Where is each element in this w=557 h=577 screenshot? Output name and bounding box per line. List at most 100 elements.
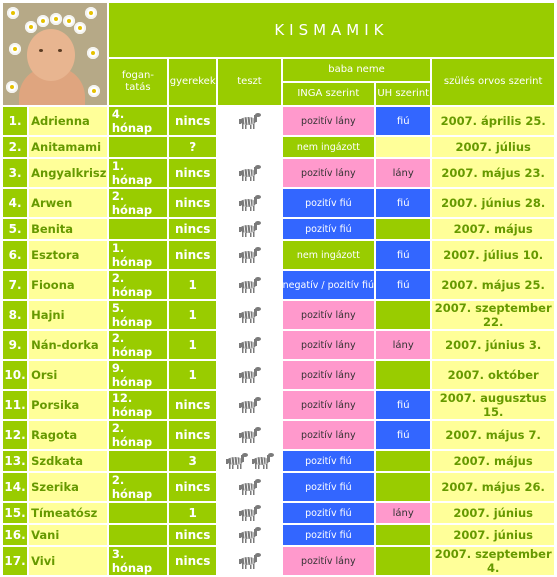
row-inga: pozitív lány <box>282 421 375 449</box>
row-name: Fioona <box>29 271 107 299</box>
row-number: 6. <box>3 241 28 269</box>
row-gyerekek: ? <box>169 137 217 157</box>
table-row: 6. Esztora 1. hónap nincs nem ingázott fiú 200… <box>3 241 554 269</box>
row-number: 16. <box>3 525 28 545</box>
row-fogantatas: 1. hónap <box>108 159 168 187</box>
row-teszt <box>218 503 281 523</box>
row-name: Szerika <box>29 473 107 501</box>
row-gyerekek: 3 <box>169 451 217 471</box>
baby-photo <box>3 3 107 105</box>
row-inga: negatív / pozitív fiú <box>282 271 375 299</box>
row-uh <box>376 301 431 329</box>
daisy-icon <box>87 47 99 59</box>
row-fogantatas: 3. hónap <box>108 547 168 575</box>
row-gyerekek: 1 <box>169 331 217 359</box>
row-szules: 2007. május 25. <box>432 271 554 299</box>
table-row: 5. Benita nincs pozitív fiú 2007. május <box>3 219 554 239</box>
zebra-icon <box>236 478 262 496</box>
row-teszt <box>218 241 281 269</box>
row-gyerekek: 1 <box>169 503 217 523</box>
page-title: KISMAMIK <box>108 3 554 57</box>
zebra-icon <box>236 396 262 414</box>
row-name: Angyalkrisz <box>29 159 107 187</box>
row-szules: 2007. augusztus 15. <box>432 391 554 419</box>
row-number: 7. <box>3 271 28 299</box>
row-uh: fiú <box>376 189 431 217</box>
row-name: Orsi <box>29 361 107 389</box>
row-uh: fiú <box>376 421 431 449</box>
row-inga: pozitív lány <box>282 331 375 359</box>
table-row: 1. Adrienna 4. hónap nincs pozitív lány fiú 20… <box>3 107 554 135</box>
table-row: 15. Tímeatósz 1 pozitív fiú lány 2007. június <box>3 503 554 523</box>
header-fogantatas: fogan- tatás <box>108 59 168 105</box>
header-szules: szülés orvos szerint <box>432 59 554 105</box>
row-szules: 2007. május <box>432 451 554 471</box>
row-number: 11. <box>3 391 28 419</box>
zebra-icon <box>236 552 262 570</box>
daisy-icon <box>37 15 49 27</box>
row-gyerekek: 1 <box>169 301 217 329</box>
row-szules: 2007. június <box>432 525 554 545</box>
row-number: 12. <box>3 421 28 449</box>
row-number: 13. <box>3 451 28 471</box>
row-teszt <box>218 331 281 359</box>
row-inga: nem ingázott <box>282 241 375 269</box>
row-fogantatas: 2. hónap <box>108 421 168 449</box>
daisy-icon <box>9 43 21 55</box>
daisy-icon <box>7 7 19 19</box>
table-row: 14. Szerika 2. hónap nincs pozitív fiú 2007. … <box>3 473 554 501</box>
row-uh: fiú <box>376 241 431 269</box>
daisy-icon <box>25 21 37 33</box>
row-fogantatas: 1. hónap <box>108 241 168 269</box>
row-name: Arwen <box>29 189 107 217</box>
row-szules: 2007. október <box>432 361 554 389</box>
row-number: 10. <box>3 361 28 389</box>
zebra-icon <box>236 426 262 444</box>
row-szules: 2007. július 10. <box>432 241 554 269</box>
header-gyerekek: gyerekek <box>169 59 217 105</box>
row-inga: pozitív lány <box>282 391 375 419</box>
row-gyerekek: nincs <box>169 241 217 269</box>
row-szules: 2007. május <box>432 219 554 239</box>
table-row: 17. Vivi 3. hónap nincs pozitív lány 2007. sz… <box>3 547 554 575</box>
table-row: 4. Arwen 2. hónap nincs pozitív fiú fiú 2007. … <box>3 189 554 217</box>
row-gyerekek: nincs <box>169 107 217 135</box>
row-teszt <box>218 107 281 135</box>
row-szules: 2007. május 23. <box>432 159 554 187</box>
header-baba-neme: baba neme <box>282 59 431 81</box>
row-inga: pozitív lány <box>282 107 375 135</box>
row-teszt <box>218 219 281 239</box>
daisy-icon <box>88 85 100 97</box>
row-gyerekek: nincs <box>169 391 217 419</box>
daisy-icon <box>85 7 97 19</box>
zebra-icon <box>236 306 262 324</box>
baby-eye-left <box>39 49 43 52</box>
row-uh <box>376 525 431 545</box>
row-gyerekek: nincs <box>169 189 217 217</box>
row-number: 17. <box>3 547 28 575</box>
row-uh <box>376 451 431 471</box>
row-inga: pozitív lány <box>282 159 375 187</box>
row-inga: pozitív lány <box>282 547 375 575</box>
table-row: 12. Ragota 2. hónap nincs pozitív lány fiú 200… <box>3 421 554 449</box>
row-number: 8. <box>3 301 28 329</box>
row-teszt <box>218 361 281 389</box>
daisy-icon <box>50 13 62 25</box>
row-uh: fiú <box>376 271 431 299</box>
row-gyerekek: nincs <box>169 421 217 449</box>
row-inga: pozitív lány <box>282 361 375 389</box>
table-row: 2. Anitamami? nem ingázott 2007. július <box>3 137 554 157</box>
row-teszt <box>218 547 281 575</box>
row-inga: pozitív fiú <box>282 189 375 217</box>
row-fogantatas: 5. hónap <box>108 301 168 329</box>
row-fogantatas: 9. hónap <box>108 361 168 389</box>
row-gyerekek: nincs <box>169 525 217 545</box>
row-uh: fiú <box>376 107 431 135</box>
table-row: 8. Hajni 5. hónap 1 pozitív lány 2007. szepte… <box>3 301 554 329</box>
header-teszt: teszt <box>218 59 281 105</box>
row-teszt <box>218 189 281 217</box>
table-row: 16. Vani nincs pozitív fiú 2007. június <box>3 525 554 545</box>
zebra-icon <box>236 220 262 238</box>
row-fogantatas: 2. hónap <box>108 331 168 359</box>
zebra-icon <box>236 246 262 264</box>
